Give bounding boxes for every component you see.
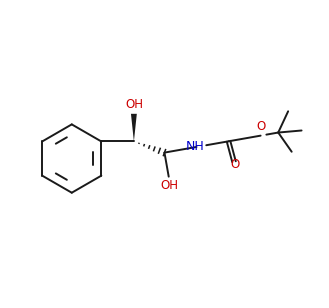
Polygon shape [131, 114, 137, 141]
Text: OH: OH [126, 98, 143, 111]
Text: NH: NH [186, 140, 204, 153]
Text: O: O [256, 120, 265, 133]
Text: OH: OH [160, 179, 178, 192]
Text: O: O [230, 159, 239, 172]
